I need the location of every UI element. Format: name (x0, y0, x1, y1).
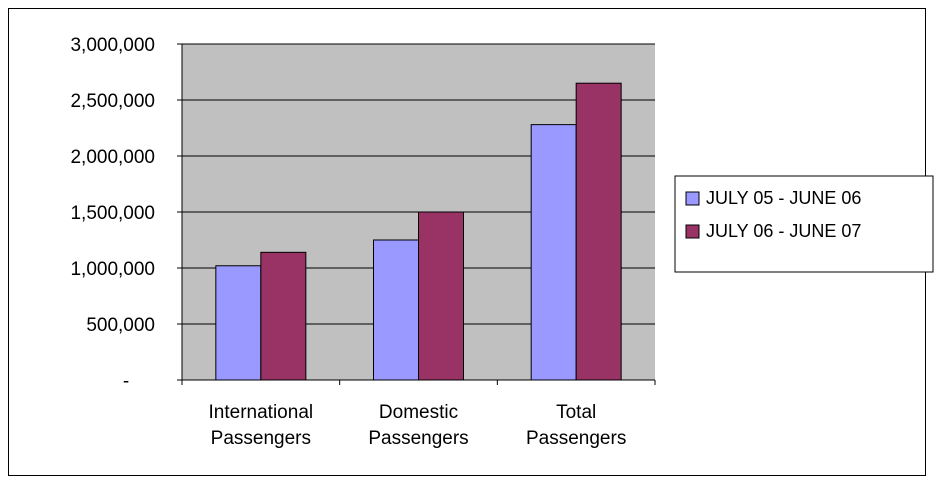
legend-swatch (685, 191, 700, 206)
legend-label: JULY 06 - JUNE 07 (706, 221, 861, 241)
bars (215, 82, 622, 381)
y-tick-labels: - 500,000 1,000,000 1,500,000 2,000,000 2,500… (70, 35, 155, 392)
x-category-label: Domestic Passengers (368, 402, 468, 449)
y-tick-label: 1,500,000 (70, 203, 155, 224)
bar-total-passengers-series-2 (575, 82, 622, 381)
y-tick-label: 2,000,000 (70, 147, 155, 168)
bar-international-passengers-series-1 (215, 265, 262, 381)
bar-domestic-passengers-series-2 (418, 211, 464, 381)
y-tick-label: - (123, 371, 129, 392)
bar-total-passengers-series-1 (530, 124, 577, 381)
legend-box (674, 175, 934, 273)
y-tick-label: 500,000 (86, 315, 155, 336)
axes (177, 43, 656, 385)
legend-swatch (685, 224, 700, 239)
bar-domestic-passengers-series-1 (373, 239, 419, 381)
y-tick-label: 2,500,000 (70, 91, 155, 112)
x-category-label: Total Passengers (526, 402, 626, 449)
x-category-labels: International Passengers Domestic Passenger… (209, 402, 627, 449)
y-tick-label: 3,000,000 (70, 35, 155, 56)
legend-label: JULY 05 - JUNE 06 (706, 188, 861, 208)
bar-international-passengers-series-2 (260, 251, 307, 381)
legend: JULY 05 - JUNE 06 JULY 06 - JUNE 07 (674, 175, 934, 273)
x-category-label: International Passengers (209, 402, 314, 449)
y-tick-label: 1,000,000 (70, 259, 155, 280)
